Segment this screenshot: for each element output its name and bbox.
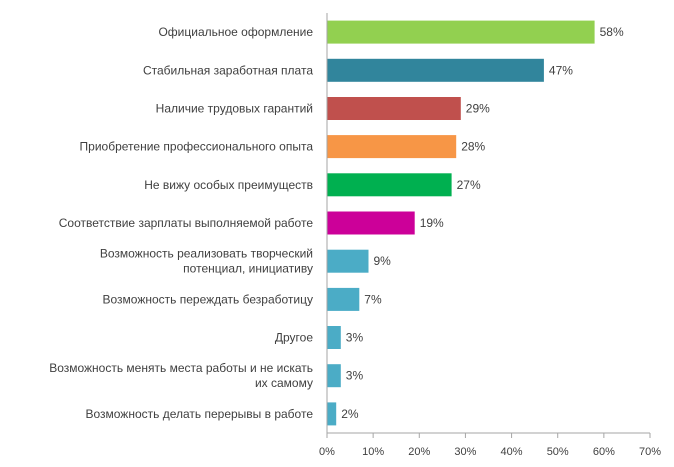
bar-value-label: 3% [346, 369, 364, 383]
x-tick-label: 0% [319, 446, 335, 458]
category-label: Возможность реализовать творческий [100, 247, 313, 261]
bar-value-label: 19% [420, 216, 444, 230]
category-label: Официальное оформление [158, 25, 313, 39]
category-label: Стабильная заработная плата [143, 63, 313, 77]
bar-value-label: 58% [600, 25, 624, 39]
bar-value-label: 29% [466, 102, 490, 116]
bar-9 [327, 326, 341, 349]
bar-5 [327, 173, 452, 197]
bar-value-label: 3% [346, 331, 364, 345]
x-tick-label: 50% [547, 446, 569, 458]
category-label: Возможность переждать безработицу [102, 292, 313, 306]
category-label: Возможность менять места работы и не иск… [49, 361, 313, 375]
bar-11 [327, 402, 337, 426]
category-label: Соответствие зарплаты выполняемой работе [59, 216, 314, 230]
bar-6 [327, 211, 415, 235]
category-label: потенциал, инициативу [183, 262, 313, 276]
x-axis-ticks: 0% 10% 20% 30% 40% 50% 60% 70% [319, 433, 661, 458]
bar-3 [327, 97, 461, 120]
x-tick-label: 70% [639, 446, 661, 458]
bar-1 [327, 20, 595, 44]
bar-value-label: 27% [457, 178, 481, 192]
bar-value-label: 47% [549, 63, 573, 77]
x-tick-label: 30% [454, 446, 476, 458]
bars-layer: 58% Официальное оформление 47% Стабильная з… [49, 20, 624, 426]
bar-10 [327, 364, 341, 388]
category-label: Не вижу особых преимуществ [144, 178, 313, 192]
category-label: Возможность делать перерывы в работе [85, 407, 313, 421]
category-label: Наличие трудовых гарантий [156, 102, 313, 116]
category-label: их самому [255, 376, 313, 390]
x-tick-label: 40% [501, 446, 523, 458]
category-label: Другое [275, 331, 313, 345]
x-tick-label: 20% [408, 446, 430, 458]
category-label: Приобретение профессионального опыта [80, 140, 314, 154]
bar-2 [327, 58, 544, 82]
x-tick-label: 10% [362, 446, 384, 458]
bar-value-label: 28% [461, 140, 485, 154]
bar-value-label: 7% [364, 292, 382, 306]
x-tick-label: 60% [593, 446, 615, 458]
bar-4 [327, 135, 457, 159]
bar-value-label: 2% [341, 407, 359, 421]
bar-8 [327, 287, 360, 311]
bar-7 [327, 249, 369, 273]
bar-value-label: 9% [374, 254, 392, 268]
